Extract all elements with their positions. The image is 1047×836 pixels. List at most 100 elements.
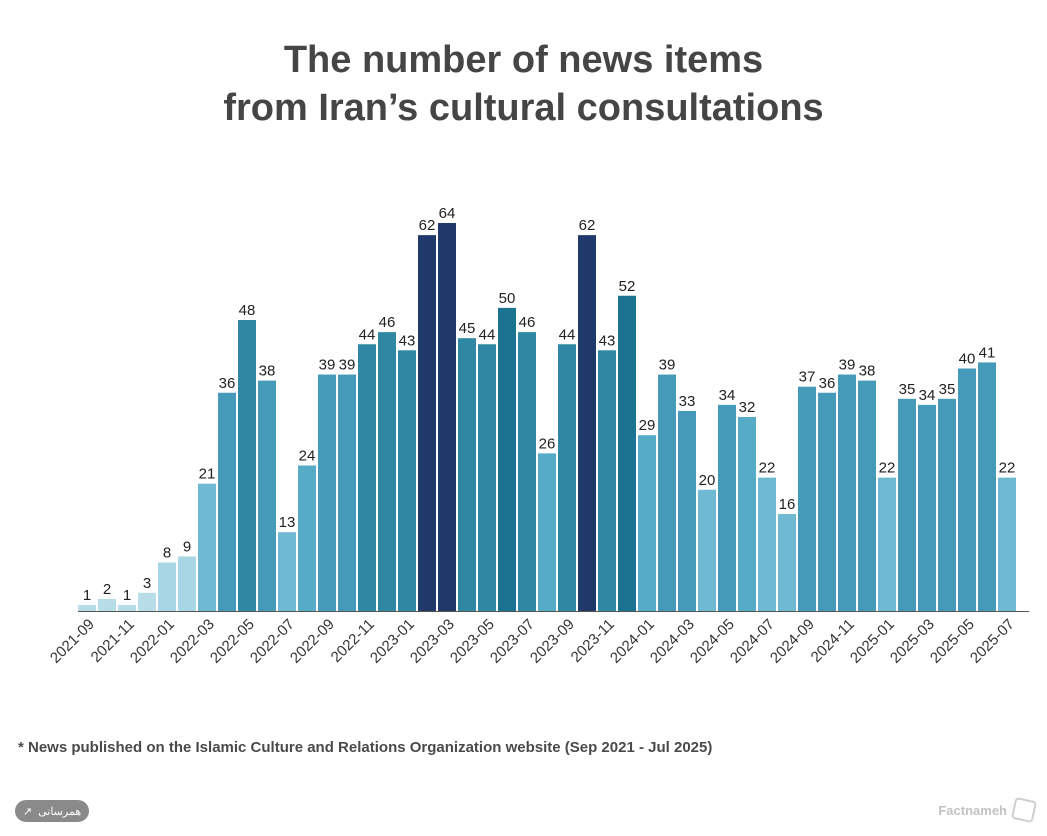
data-label: 44 (559, 326, 576, 343)
data-label: 20 (699, 472, 716, 489)
bar-2023-04 (458, 338, 476, 611)
bar-2025-01 (878, 477, 896, 611)
x-tick-label: 2024-09 (767, 616, 818, 667)
data-label: 39 (839, 357, 856, 374)
data-label: 16 (779, 496, 796, 513)
data-label: 41 (979, 344, 996, 361)
data-label: 45 (459, 320, 476, 337)
bar-2024-02 (658, 374, 676, 611)
brand-watermark: Factnameh (938, 796, 1038, 824)
data-label: 62 (579, 217, 596, 234)
data-label: 24 (299, 448, 316, 465)
data-label: 8 (163, 545, 171, 562)
data-label: 38 (859, 363, 876, 380)
share-button[interactable]: ↗ همرسانی (15, 800, 89, 822)
bar-2022-02 (178, 556, 196, 611)
data-label: 2 (103, 581, 111, 598)
data-label: 3 (143, 575, 151, 592)
bar-2023-12 (618, 295, 636, 611)
bar-2023-06 (498, 307, 516, 611)
x-tick-label: 2022-09 (287, 616, 338, 667)
data-label: 39 (339, 357, 356, 374)
data-label: 34 (719, 387, 736, 404)
data-label: 44 (359, 326, 376, 343)
data-label: 37 (799, 369, 816, 386)
bar-2022-07 (278, 532, 296, 611)
data-label: 36 (819, 375, 836, 392)
data-label: 43 (599, 332, 616, 349)
bar-2021-12 (138, 592, 156, 611)
bar-2022-03 (198, 483, 216, 611)
data-label: 48 (239, 302, 256, 319)
factnameh-logo-icon (1010, 796, 1038, 824)
data-label: 35 (939, 381, 956, 398)
bar-2022-05 (238, 320, 256, 611)
bar-2025-02 (898, 398, 916, 611)
bar-2022-09 (318, 374, 336, 611)
brand-name: Factnameh (938, 802, 1007, 818)
data-label: 39 (659, 357, 676, 374)
bar-2022-11 (358, 344, 376, 611)
data-label: 22 (759, 460, 776, 477)
data-label: 44 (479, 326, 496, 343)
data-label: 38 (259, 363, 276, 380)
bar-2022-12 (378, 332, 396, 611)
data-label: 22 (879, 460, 896, 477)
data-label: 22 (999, 460, 1016, 477)
data-label: 33 (679, 393, 696, 410)
data-label: 50 (499, 290, 516, 307)
data-label: 43 (399, 332, 416, 349)
bar-2023-11 (598, 350, 616, 611)
bar-2022-01 (158, 562, 176, 611)
data-label: 13 (279, 514, 296, 531)
data-label: 35 (899, 381, 916, 398)
bar-2024-12 (858, 380, 876, 611)
data-label: 34 (919, 387, 936, 404)
data-label: 29 (639, 417, 656, 434)
bar-2022-04 (218, 392, 236, 611)
bar-2024-06 (738, 417, 756, 611)
bar-2024-03 (678, 410, 696, 611)
bar-2023-05 (478, 344, 496, 611)
bar-2023-02 (418, 235, 436, 611)
data-label: 36 (219, 375, 236, 392)
data-label: 40 (959, 351, 976, 368)
bar-2024-04 (698, 489, 716, 611)
bar-2024-08 (778, 514, 796, 611)
bar-2021-10 (98, 598, 116, 611)
bar-2025-07 (998, 477, 1016, 611)
bar-2025-06 (978, 362, 996, 611)
bar-2021-09 (78, 604, 96, 611)
data-label: 32 (739, 399, 756, 416)
chart-title: The number of news items from Iran’s cul… (0, 36, 1047, 132)
bar-2024-10 (818, 392, 836, 611)
bar-2023-09 (558, 344, 576, 611)
bar-2024-09 (798, 386, 816, 611)
chart-footnote: * News published on the Islamic Culture … (18, 739, 713, 756)
data-label: 9 (183, 538, 191, 555)
data-label: 46 (519, 314, 536, 331)
x-tick-label: 2021-09 (47, 616, 98, 667)
data-label: 52 (619, 278, 636, 295)
bar-2025-04 (938, 398, 956, 611)
data-label: 1 (123, 587, 131, 604)
bar-2024-01 (638, 435, 656, 611)
bar-2021-11 (118, 604, 136, 611)
bar-2023-08 (538, 453, 556, 611)
bar-2023-10 (578, 235, 596, 611)
data-label: 39 (319, 357, 336, 374)
bar-2025-05 (958, 368, 976, 611)
bar-2023-07 (518, 332, 536, 611)
data-label: 1 (83, 587, 91, 604)
share-icon: ↗ (22, 805, 33, 818)
data-label: 46 (379, 314, 396, 331)
x-tick-label: 2023-09 (527, 616, 578, 667)
bar-2025-03 (918, 404, 936, 611)
data-label: 62 (419, 217, 436, 234)
data-label: 64 (439, 205, 456, 222)
bar-2022-10 (338, 374, 356, 611)
bar-2023-01 (398, 350, 416, 611)
x-tick-label: 2025-07 (967, 616, 1018, 667)
bar-2023-03 (438, 223, 456, 611)
